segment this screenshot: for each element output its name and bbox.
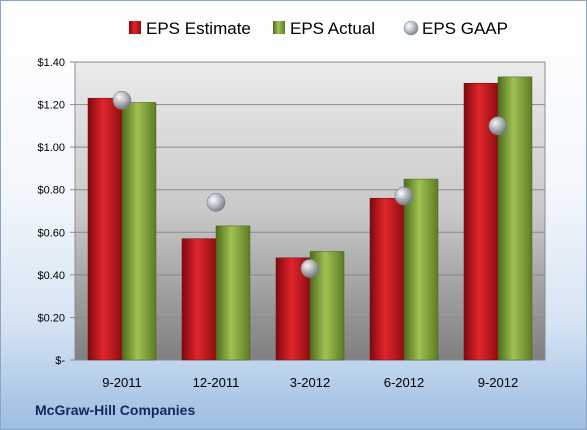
y-tick-label: $1.00 [37,142,65,154]
marker-eps-gaap [300,259,320,278]
bars [87,76,533,361]
marker-eps-gaap [206,193,226,212]
y-tick-label: $0.60 [37,227,65,239]
legend-marker-gaap [403,20,419,36]
x-tick-label: 12-2011 [193,375,240,390]
company-name: McGraw-Hill Companies [35,402,196,418]
bar-eps-estimate [87,97,123,361]
y-tick-label: $1.40 [37,57,65,69]
marker-eps-gaap [112,91,132,110]
legend-label-gaap: EPS GAAP [422,19,508,38]
marker-eps-gaap [394,186,414,206]
x-tick-label: 9-2012 [478,375,518,390]
bar-eps-actual [403,178,439,361]
y-tick-label: $0.40 [37,270,65,282]
y-tick-label: $0.20 [37,312,65,324]
bar-eps-actual [121,102,157,361]
legend-swatch-actual [273,21,285,34]
y-axis: $- $0.20 $0.40 $0.60 $0.80 $1.00 $1.20 $1.40 [37,57,75,367]
bar-eps-estimate [369,197,405,361]
bar-eps-actual [215,225,251,361]
bar-eps-estimate [181,238,217,361]
x-tick-label: 6-2012 [384,375,424,390]
y-tick-label: $0.80 [37,185,65,197]
x-tick-label: 3-2012 [290,375,330,390]
legend: EPS Estimate EPS Actual EPS GAAP [129,19,508,38]
x-axis: 9-2011 12-2011 3-2012 6-2012 9-2012 [102,375,518,390]
x-tick-label: 9-2011 [102,375,142,390]
marker-eps-gaap [488,116,508,136]
legend-label-estimate: EPS Estimate [146,19,251,38]
legend-swatch-estimate [129,21,141,34]
legend-label-actual: EPS Actual [290,19,375,38]
y-tick-label: $- [55,355,65,367]
y-tick-label: $1.20 [37,100,65,112]
gaap-markers [112,91,508,278]
